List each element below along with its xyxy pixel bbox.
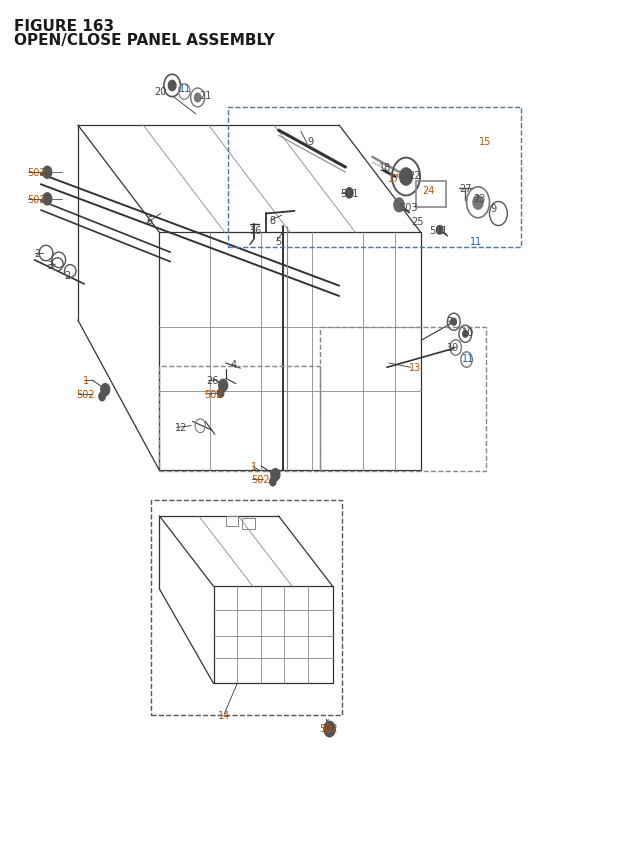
Text: 502: 502 xyxy=(27,168,45,178)
Text: 502: 502 xyxy=(204,389,223,400)
Text: 10: 10 xyxy=(461,328,474,338)
Text: 2: 2 xyxy=(35,249,41,258)
Text: 24: 24 xyxy=(422,186,435,196)
Circle shape xyxy=(269,478,276,486)
Circle shape xyxy=(473,196,483,210)
Text: 2: 2 xyxy=(64,271,70,281)
Text: 4: 4 xyxy=(231,359,237,369)
Text: 27: 27 xyxy=(459,183,472,194)
Text: 9: 9 xyxy=(307,137,314,147)
Text: 5: 5 xyxy=(275,237,282,247)
Text: 18: 18 xyxy=(379,163,391,173)
Text: 501: 501 xyxy=(429,226,448,236)
Text: 1: 1 xyxy=(251,461,257,472)
Text: 502: 502 xyxy=(27,195,45,205)
Bar xyxy=(243,519,255,530)
Text: 20: 20 xyxy=(155,86,167,96)
Circle shape xyxy=(218,389,224,398)
Bar xyxy=(226,517,239,527)
Text: 22: 22 xyxy=(408,170,420,181)
Circle shape xyxy=(43,167,52,179)
Circle shape xyxy=(346,189,353,199)
Text: 13: 13 xyxy=(409,362,422,373)
Text: 503: 503 xyxy=(399,202,418,213)
Text: 26: 26 xyxy=(207,375,219,386)
Text: 16: 16 xyxy=(250,226,262,236)
Text: 12: 12 xyxy=(175,423,188,433)
Bar xyxy=(415,182,446,208)
Circle shape xyxy=(399,169,412,186)
Text: OPEN/CLOSE PANEL ASSEMBLY: OPEN/CLOSE PANEL ASSEMBLY xyxy=(14,33,275,48)
Circle shape xyxy=(43,194,52,206)
Bar xyxy=(228,108,521,248)
Circle shape xyxy=(219,380,228,392)
Text: 502: 502 xyxy=(251,474,270,485)
Text: 1: 1 xyxy=(83,375,89,386)
Circle shape xyxy=(394,199,404,213)
Text: FIGURE 163: FIGURE 163 xyxy=(14,19,115,34)
Text: 8: 8 xyxy=(269,216,275,226)
Text: 11: 11 xyxy=(179,84,191,94)
Circle shape xyxy=(168,81,176,91)
Circle shape xyxy=(271,469,280,481)
Circle shape xyxy=(324,722,335,737)
Bar xyxy=(320,327,486,472)
Text: 23: 23 xyxy=(473,194,485,204)
Text: 21: 21 xyxy=(199,90,211,101)
Text: 502: 502 xyxy=(77,389,95,400)
Bar xyxy=(159,367,320,472)
Circle shape xyxy=(195,94,201,102)
Text: 25: 25 xyxy=(411,217,424,227)
Text: 3: 3 xyxy=(47,261,53,270)
Text: 15: 15 xyxy=(479,137,492,147)
Text: 501: 501 xyxy=(340,189,359,199)
Circle shape xyxy=(436,226,443,235)
Circle shape xyxy=(463,331,468,338)
Text: 9: 9 xyxy=(491,204,497,214)
Text: 11: 11 xyxy=(470,237,482,247)
Text: 14: 14 xyxy=(218,710,230,721)
Circle shape xyxy=(99,393,105,401)
Text: 6: 6 xyxy=(147,216,153,226)
Text: 502: 502 xyxy=(319,723,337,734)
Circle shape xyxy=(451,319,456,325)
Text: 17: 17 xyxy=(388,174,400,184)
Text: 7: 7 xyxy=(446,317,452,326)
Circle shape xyxy=(100,384,109,396)
Text: 11: 11 xyxy=(461,353,474,363)
Text: 19: 19 xyxy=(447,343,460,352)
Bar xyxy=(151,501,342,715)
